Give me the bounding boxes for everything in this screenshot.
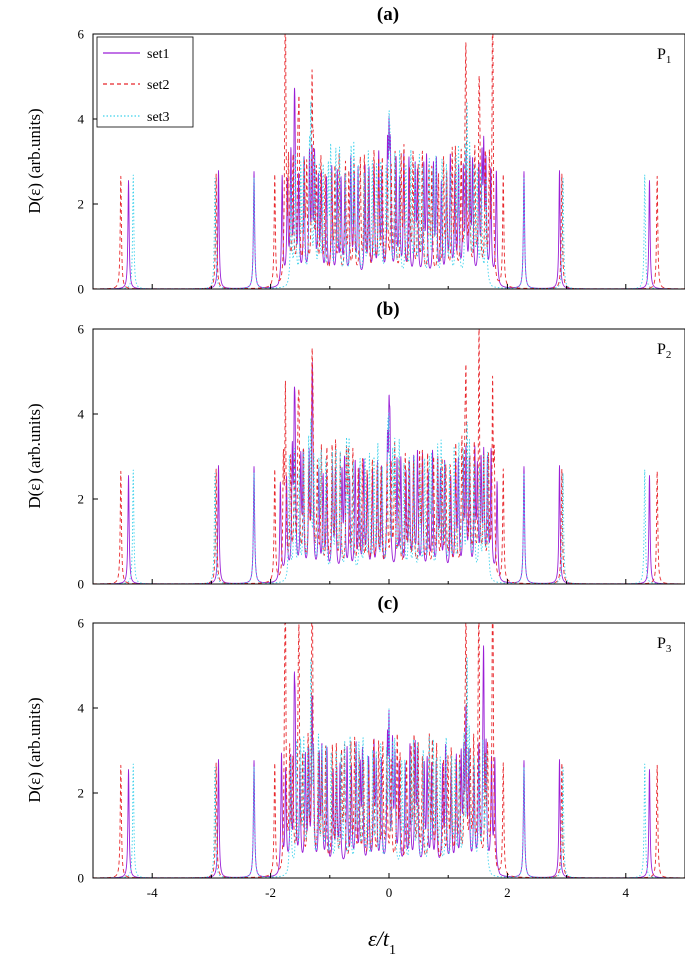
y-tick-label: 2 (78, 492, 85, 507)
series-line-set2-panel-2 (92, 328, 685, 585)
y-tick-label: 4 (78, 701, 85, 716)
y-tick-label: 0 (78, 871, 85, 886)
legend-label-set1: set1 (147, 47, 170, 62)
legend: set1 set2 set3 (96, 36, 194, 128)
panel-a-y-axis: 0 2 4 6 (78, 27, 98, 297)
y-tick-label: 4 (78, 407, 85, 422)
y-tick-label: 0 (78, 577, 85, 592)
x-tick-label: 4 (623, 885, 630, 900)
series-line-set3-panel-2 (92, 412, 685, 585)
panel-c-y-axis: 0 2 4 6 (78, 616, 98, 886)
panel-a-title: (a) (377, 4, 399, 25)
panel-c-x-axis: -4 -2 0 2 4 (92, 873, 685, 900)
series-line-set1-panel-2 (92, 361, 685, 585)
panel-c-title: (c) (377, 593, 398, 614)
panel-b-y-axis: 0 2 4 6 (78, 322, 98, 592)
panel-c-ylabel: D(ε) (arb.units) (25, 697, 44, 802)
x-tick-label: -4 (147, 885, 158, 900)
panel-b-ylabel: D(ε) (arb.units) (25, 403, 44, 508)
panel-a-tag: P1 (657, 46, 671, 66)
panel-b-tag: P2 (657, 341, 671, 361)
panel-b-frame (92, 328, 685, 585)
panel-b-title: (b) (376, 299, 399, 320)
legend-label-set2: set2 (147, 78, 170, 93)
y-tick-label: 6 (78, 27, 85, 42)
legend-label-set3: set3 (147, 110, 170, 125)
y-tick-label: 6 (78, 616, 85, 631)
x-tick-label: -2 (265, 885, 276, 900)
panel-b-series (92, 328, 685, 585)
y-tick-label: 6 (78, 322, 85, 337)
panel-c: (c) 0 2 4 6 -4 -2 0 2 4 P3 D(ε) (arb.units) (25, 593, 685, 900)
series-line-set3-panel-3 (92, 657, 685, 879)
x-axis-label: ε/t1 (368, 926, 396, 958)
panel-c-tag: P3 (657, 635, 672, 655)
y-tick-label: 2 (78, 197, 85, 212)
panel-a-ylabel: D(ε) (arb.units) (25, 108, 44, 213)
y-tick-label: 4 (78, 112, 85, 127)
panel-a-x-axis (92, 284, 685, 289)
legend-box (96, 36, 194, 128)
panel-a: (a) 0 2 4 6 P1 D(ε) (arb.units) set1 set2 s… (25, 4, 685, 297)
panel-c-series (92, 622, 685, 879)
x-tick-label: 0 (386, 885, 393, 900)
y-tick-label: 0 (78, 282, 85, 297)
panel-b-x-axis (92, 579, 685, 584)
x-tick-label: 2 (504, 885, 511, 900)
panel-b: (b) 0 2 4 6 P2 D(ε) (arb.units) (25, 299, 685, 592)
y-tick-label: 2 (78, 786, 85, 801)
